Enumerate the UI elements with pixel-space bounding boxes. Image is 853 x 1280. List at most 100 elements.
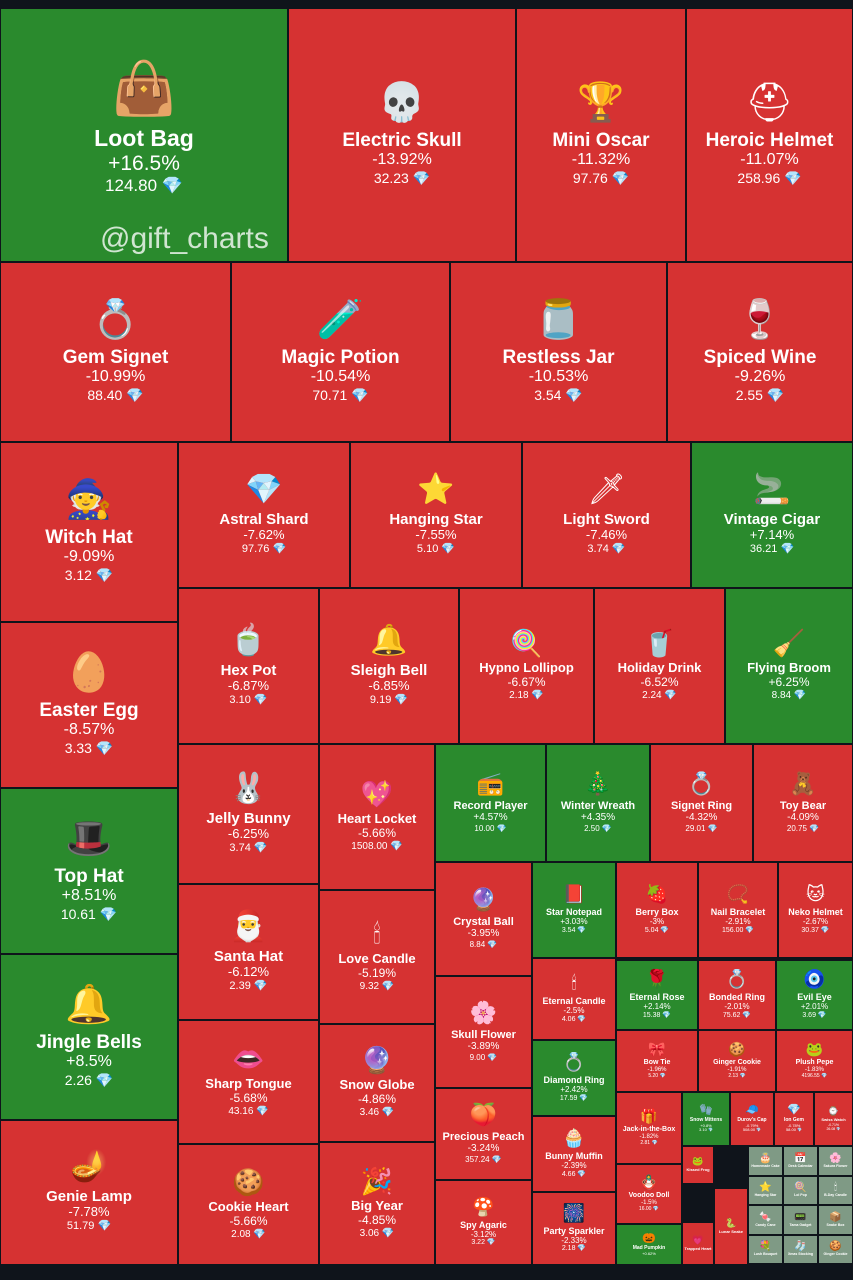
tile-desk-calendar[interactable]: 📅 Desk Calendar (783, 1146, 818, 1176)
tile-eternal-candle[interactable]: 🕯 Eternal Candle -2.5% 4.06 💎 (532, 958, 616, 1040)
tile-hanging-star[interactable]: ⭐ Hanging Star (748, 1175, 783, 1205)
tile-ginger-cookie[interactable]: 🍪 Ginger Cookie -1.91% 2.13 💎 (698, 1030, 776, 1092)
tile-signet-ring[interactable]: 💍 Signet Ring -4.32% 29.01 💎 (650, 744, 753, 862)
tile-diamond-ring[interactable]: 💍 Diamond Ring +2.42% 17.59 💎 (532, 1040, 616, 1116)
diamond-icon: 💎 (739, 1072, 746, 1079)
item-change: +4.35% (580, 812, 616, 824)
item-price: 2.81 💎 (640, 1140, 657, 1147)
tile-lol-pop[interactable]: 🍭 Lol Pop (783, 1175, 818, 1205)
eternal-candle-icon: 🕯 (571, 973, 577, 994)
tile-party-sparkler[interactable]: 🎆 Party Sparkler -2.33% 2.18 💎 (532, 1192, 616, 1265)
tile-witch-hat[interactable]: 🧙 Witch Hat -9.09% 3.12 💎 (0, 442, 178, 622)
tile-toy-bear[interactable]: 🧸 Toy Bear -4.09% 20.75 💎 (753, 744, 853, 862)
price-value: 2.08 (231, 1228, 254, 1240)
tile-holiday-drink[interactable]: 🥤 Holiday Drink -6.52% 2.24 💎 (594, 588, 725, 744)
tile-gem-signet[interactable]: 💍 Gem Signet -10.99% 88.40 💎 (0, 262, 231, 442)
tile-sharp-tongue[interactable]: 👄 Sharp Tongue -5.68% 43.16 💎 (178, 1020, 319, 1144)
item-name: Holiday Drink (617, 660, 702, 676)
tile-star-notepad[interactable]: 📕 Star Notepad +3.03% 3.54 💎 (532, 862, 616, 958)
tile-ginger-cookie[interactable]: 🍪 Ginger Cookie (818, 1234, 853, 1264)
tile-crystal-ball[interactable]: 🔮 Crystal Ball -3.95% 8.84 💎 (435, 862, 532, 976)
tile-loot-bag[interactable]: 👜 Loot Bag +16.5% 124.80 💎 (0, 8, 288, 262)
tile-ion-gem[interactable]: 💎 Ion Gem -0.78% 58.00 💎 (774, 1092, 814, 1146)
tile-berry-box[interactable]: 🍓 Berry Box -3% 5.04 💎 (616, 862, 698, 958)
tile-top-hat[interactable]: 🎩 Top Hat +8.51% 10.61 💎 (0, 788, 178, 954)
tile-magic-potion[interactable]: 🧪 Magic Potion -10.54% 70.71 💎 (231, 262, 450, 442)
tile-lunar-snake[interactable]: 🐍 Lunar Snake (714, 1188, 748, 1265)
diamond-icon: 💎 (662, 1011, 672, 1019)
tile-love-candle[interactable]: 🕯 Love Candle -5.19% 9.32 💎 (319, 890, 435, 1024)
tile-restless-jar[interactable]: 🫙 Restless Jar -10.53% 3.54 💎 (450, 262, 667, 442)
tile-jelly-bunny[interactable]: 🐰 Jelly Bunny -6.25% 3.74 💎 (178, 744, 319, 884)
tile-bow-tie[interactable]: 🎀 Bow Tie -1.96% 5.20 💎 (616, 1030, 698, 1092)
item-name: Heroic Helmet (705, 129, 834, 151)
tile-spy-agaric[interactable]: 🍄 Spy Agaric -3.12% 3.22 💎 (435, 1180, 532, 1265)
tile-snake-box[interactable]: 📦 Snake Box (818, 1205, 853, 1235)
diamond-icon: 💎 (95, 1071, 114, 1088)
tile-hanging-star[interactable]: ⭐ Hanging Star -7.55% 5.10 💎 (350, 442, 522, 588)
tile-snow-globe[interactable]: 🔮 Snow Globe -4.86% 3.46 💎 (319, 1024, 435, 1142)
tile-precious-peach[interactable]: 🍑 Precious Peach -3.24% 357.24 💎 (435, 1088, 532, 1180)
item-change: -2.67% (802, 917, 829, 927)
diamond-ring-icon: 💍 (562, 1052, 586, 1073)
tile-spiced-wine[interactable]: 🍷 Spiced Wine -9.26% 2.55 💎 (667, 262, 853, 442)
price-value: 3.12 (64, 566, 96, 583)
tile-kissed-frog[interactable]: 🐸 Kissed Frog (682, 1146, 714, 1184)
tile-bonded-ring[interactable]: 💍 Bonded Ring -2.01% 75.62 💎 (698, 960, 776, 1030)
tile-light-sword[interactable]: 🗡 Light Sword -7.46% 3.74 💎 (522, 442, 691, 588)
tile-plush-pepe[interactable]: 🐸 Plush Pepe -1.83% 4196.55 💎 (776, 1030, 853, 1092)
tile-evil-eye[interactable]: 🧿 Evil Eye +2.01% 3.69 💎 (776, 960, 853, 1030)
tile-hypno-lollipop[interactable]: 🍭 Hypno Lollipop -6.67% 2.18 💎 (459, 588, 594, 744)
tile-homemade-cake[interactable]: 🎂 Homemade Cake (748, 1146, 783, 1176)
item-price: 10.00 💎 (474, 824, 506, 833)
tile-nail-bracelet[interactable]: 📿 Nail Bracelet -2.91% 156.00 💎 (698, 862, 778, 958)
tile-skull-flower[interactable]: 🌸 Skull Flower -3.89% 9.00 💎 (435, 976, 532, 1088)
tile-snow-mittens[interactable]: 🧤 Snow Mittens +0.8% 3.10 💎 (682, 1092, 730, 1146)
tile-astral-shard[interactable]: 💎 Astral Shard -7.62% 97.76 💎 (178, 442, 350, 588)
tile-voodoo-doll[interactable]: 🪆 Voodoo Doll -1.5% 16.00 💎 (616, 1164, 682, 1224)
tile-mini-oscar[interactable]: 🏆 Mini Oscar -11.32% 97.76 💎 (516, 8, 686, 262)
item-price: 32.23 💎 (374, 170, 430, 186)
item-price: 51.79 💎 (67, 1220, 111, 1233)
tile-santa-hat[interactable]: 🎅 Santa Hat -6.12% 2.39 💎 (178, 884, 319, 1020)
item-name: Record Player (453, 799, 528, 812)
tile-sleigh-bell[interactable]: 🔔 Sleigh Bell -6.85% 9.19 💎 (319, 588, 459, 744)
tile-record-player[interactable]: 📻 Record Player +4.57% 10.00 💎 (435, 744, 546, 862)
neko-helmet-icon: 🐱 (806, 884, 825, 905)
tile-mad-pumpkin[interactable]: 🎃 Mad Pumpkin +0.62% (616, 1224, 682, 1265)
tile-winter-wreath[interactable]: 🎄 Winter Wreath +4.35% 2.50 💎 (546, 744, 650, 862)
tile-xmas-stocking[interactable]: 🧦 Xmas Stocking (783, 1234, 818, 1264)
tile-heart-locket[interactable]: 💖 Heart Locket -5.66% 1508.00 💎 (319, 744, 435, 890)
diamond-icon: 💎 (745, 926, 755, 934)
tile-lush-bouquet[interactable]: 💐 Lush Bouquet (748, 1234, 783, 1264)
tile-candy-cane[interactable]: 🍬 Candy Cane (748, 1205, 783, 1235)
item-name: Candy Cane (755, 1222, 776, 1227)
tile-genie-lamp[interactable]: 🪔 Genie Lamp -7.78% 51.79 💎 (0, 1120, 178, 1265)
tile-cookie-heart[interactable]: 🍪 Cookie Heart -5.66% 2.08 💎 (178, 1144, 319, 1265)
price-value: 9.00 (469, 1052, 488, 1062)
item-change: -1.82% (639, 1134, 659, 1141)
tile-eternal-rose[interactable]: 🌹 Eternal Rose +2.14% 15.38 💎 (616, 960, 698, 1030)
tile-heroic-helmet[interactable]: ⛑ Heroic Helmet -11.07% 258.96 💎 (686, 8, 853, 262)
tile-easter-egg[interactable]: 🥚 Easter Egg -8.57% 3.33 💎 (0, 622, 178, 788)
price-value: 3.22 (471, 1239, 487, 1247)
tile-b-day-candle[interactable]: 🕯 B-Day Candle (818, 1175, 853, 1205)
tile-neko-helmet[interactable]: 🐱 Neko Helmet -2.67% 30.37 💎 (778, 862, 853, 958)
tile-jack-in-the-box[interactable]: 🎁 Jack-in-the-Box -1.82% 2.81 💎 (616, 1092, 682, 1164)
tile-durov-s-cap[interactable]: 🧢 Durov's Cap -0.79% 508.00 💎 (730, 1092, 774, 1146)
tile-jingle-bells[interactable]: 🔔 Jingle Bells +8.5% 2.26 💎 (0, 954, 178, 1120)
easter-egg-icon: 🥚 (65, 652, 113, 695)
tile-tama-gadget[interactable]: 📟 Tama Gadget (783, 1205, 818, 1235)
item-name: Restless Jar (502, 346, 615, 368)
tile-vintage-cigar[interactable]: 🚬 Vintage Cigar +7.14% 36.21 💎 (691, 442, 853, 588)
item-name: Heart Locket (337, 811, 417, 827)
tile-flying-broom[interactable]: 🧹 Flying Broom +6.25% 8.84 💎 (725, 588, 853, 744)
tile-sakura-flower[interactable]: 🌸 Sakura Flower (818, 1146, 853, 1176)
tile-hex-pot[interactable]: 🍵 Hex Pot -6.87% 3.10 💎 (178, 588, 319, 744)
tile-big-year[interactable]: 🎉 Big Year -4.85% 3.06 💎 (319, 1142, 435, 1265)
tile-trapped-heart[interactable]: 💗 Trapped Heart (682, 1222, 714, 1265)
item-change: -7.62% (243, 526, 285, 542)
tile-bunny-muffin[interactable]: 🧁 Bunny Muffin -2.39% 4.66 💎 (532, 1116, 616, 1192)
tile-electric-skull[interactable]: 💀 Electric Skull -13.92% 32.23 💎 (288, 8, 516, 262)
tile-swiss-watch[interactable]: ⌚ Swiss Watch -0.71% 26.08 💎 (814, 1092, 853, 1146)
